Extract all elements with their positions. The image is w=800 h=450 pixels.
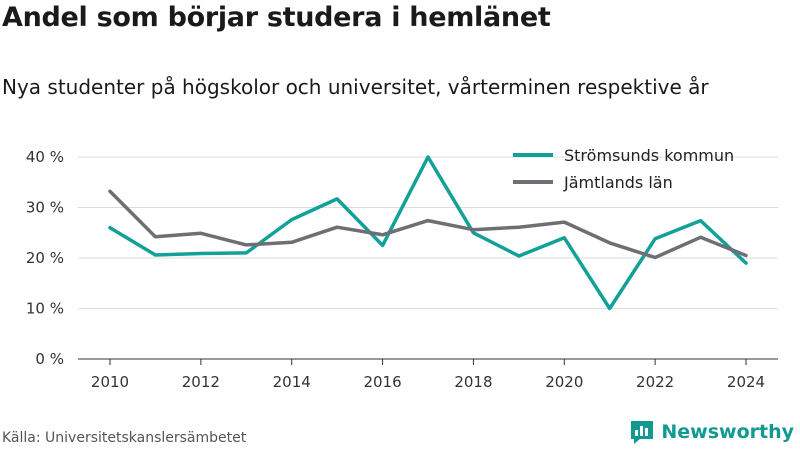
x-tick-label: 2022 (636, 373, 674, 391)
y-tick-label: 0 % (35, 350, 64, 368)
x-tick-label: 2012 (182, 373, 220, 391)
legend: Strömsunds kommun Jämtlands län (513, 146, 734, 192)
newsworthy-logo-icon (631, 421, 654, 444)
brand: Newsworthy (629, 419, 794, 445)
x-tick-label: 2020 (545, 373, 583, 391)
chart-subtitle: Nya studenter på högskolor och universit… (2, 75, 709, 99)
x-tick-label: 2024 (727, 373, 765, 391)
x-axis-labels: 2010 2012 2014 2016 2018 2020 2022 2024 (91, 359, 765, 391)
y-tick-label: 30 % (26, 199, 64, 217)
x-tick-label: 2014 (273, 373, 311, 391)
y-axis-labels: 0 % 10 % 20 % 30 % 40 % (26, 148, 64, 368)
line-chart: 0 % 10 % 20 % 30 % 40 % 2010 2012 2014 2016 2018… (26, 146, 778, 391)
x-tick-label: 2016 (363, 373, 401, 391)
series-line-stromsund (108, 155, 748, 311)
x-tick-label: 2018 (454, 373, 492, 391)
chart-title: Andel som börjar studera i hemlänet (2, 2, 551, 33)
y-tick-label: 20 % (26, 249, 64, 267)
y-tick-label: 10 % (26, 300, 64, 318)
source-note: Källa: Universitetskanslersämbetet (2, 430, 247, 446)
legend-label: Strömsunds kommun (564, 146, 734, 165)
series-line-jamtland (108, 189, 748, 260)
x-tick-label: 2010 (91, 373, 129, 391)
y-tick-label: 40 % (26, 148, 64, 166)
legend-label: Jämtlands län (563, 173, 673, 192)
series-lines (108, 155, 748, 311)
grid-lines (78, 156, 778, 360)
brand-name: Newsworthy (661, 421, 794, 443)
